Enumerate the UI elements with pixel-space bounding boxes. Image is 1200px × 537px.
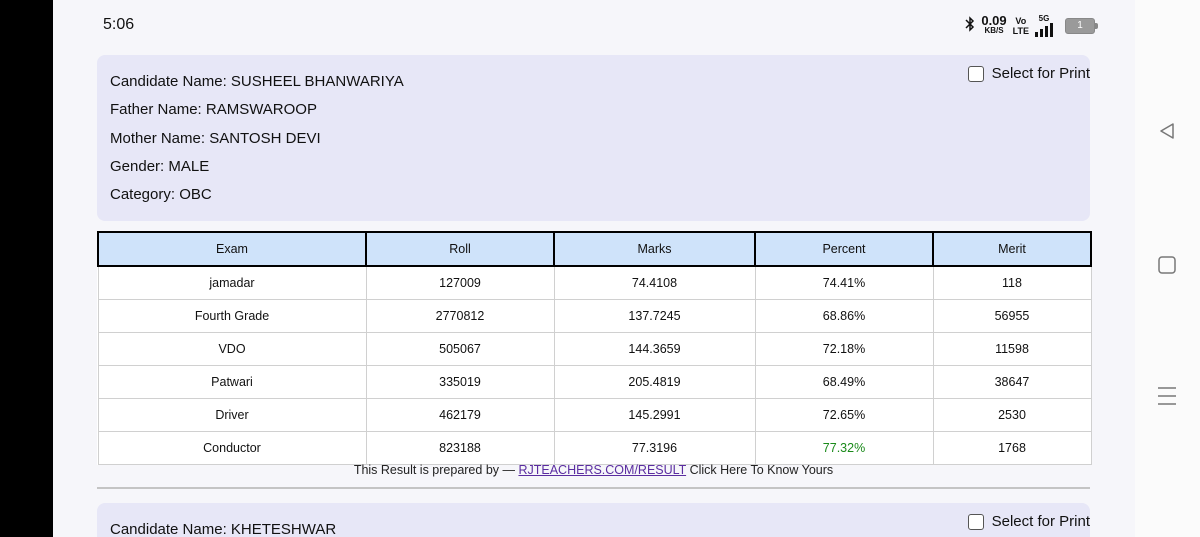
print-checkbox[interactable]	[967, 65, 984, 82]
battery-icon: 1	[1065, 18, 1098, 34]
browser-page: 5:06 0.09 KB/S Vo LTE 5G 1 Candidate Nam…	[53, 0, 1135, 537]
percent-cell: 68.49%	[754, 365, 934, 399]
signal-indicator: 5G	[1035, 15, 1053, 37]
result-credit: This Result is prepared by — RJTEACHERS.…	[97, 463, 1090, 477]
percent-cell: 72.18%	[754, 332, 934, 366]
category: Category: OBC	[110, 186, 212, 203]
candidate-name: Candidate Name: KHETESHWAR	[110, 521, 337, 537]
table-row: jamadar 127009 74.4108 74.41% 118	[97, 265, 1092, 300]
volte-bottom: LTE	[1012, 26, 1029, 36]
gender: Gender: MALE	[110, 158, 210, 175]
percent-cell: 74.41%	[754, 265, 934, 300]
speed-value: 0.09	[981, 13, 1007, 28]
recent-apps-icon[interactable]	[1157, 385, 1177, 412]
roll-cell: 462179	[365, 398, 555, 432]
marks-cell: 137.7245	[553, 299, 756, 333]
roll-cell: 505067	[365, 332, 555, 366]
merit-cell: 2530	[932, 398, 1092, 432]
back-icon[interactable]	[1157, 121, 1177, 146]
header-exam: Exam	[97, 231, 367, 267]
percent-cell: 68.86%	[754, 299, 934, 333]
section-divider	[97, 487, 1090, 489]
candidate-name: Candidate Name: SUSHEEL BHANWARIYA	[110, 73, 404, 90]
marks-cell: 205.4819	[553, 365, 756, 399]
father-name: Father Name: RAMSWAROOP	[110, 101, 317, 118]
header-marks: Marks	[553, 231, 756, 267]
volte-indicator: Vo LTE	[1013, 16, 1029, 36]
table-row: Fourth Grade 2770812 137.7245 68.86% 569…	[97, 299, 1092, 333]
header-roll: Roll	[365, 231, 555, 267]
select-for-print[interactable]: Select for Print	[967, 65, 1090, 82]
candidate-card: Candidate Name: KHETESHWAR Select for Pr…	[97, 503, 1090, 537]
credit-prefix: This Result is prepared by —	[353, 463, 519, 477]
table-row: Conductor 823188 77.3196 77.32% 1768	[97, 431, 1092, 465]
marks-cell: 145.2991	[553, 398, 756, 432]
print-label: Select for Print	[991, 513, 1090, 530]
status-time: 5:06	[103, 16, 135, 33]
network-type: 5G	[1038, 14, 1050, 23]
table-row: Driver 462179 145.2991 72.65% 2530	[97, 398, 1092, 432]
table-row: Patwari 335019 205.4819 68.49% 38647	[97, 365, 1092, 399]
exam-cell: VDO	[97, 332, 367, 366]
print-label: Select for Print	[991, 65, 1090, 82]
merit-cell: 11598	[932, 332, 1092, 366]
roll-cell: 127009	[365, 265, 555, 300]
header-percent: Percent	[754, 231, 934, 267]
table-row: VDO 505067 144.3659 72.18% 11598	[97, 332, 1092, 366]
exam-cell: Driver	[97, 398, 367, 432]
nav-bar	[1135, 0, 1200, 537]
roll-cell: 335019	[365, 365, 555, 399]
speed-unit: KB/S	[984, 26, 1004, 35]
marks-cell: 74.4108	[553, 265, 756, 300]
merit-cell: 118	[932, 265, 1092, 300]
exam-cell: Fourth Grade	[97, 299, 367, 333]
merit-cell: 1768	[932, 431, 1092, 465]
percent-cell-highlight: 77.32%	[754, 431, 934, 465]
signal-bars-icon	[1035, 23, 1053, 37]
credit-suffix: Click Here To Know Yours	[686, 463, 834, 477]
exam-cell: Patwari	[97, 365, 367, 399]
bluetooth-icon	[965, 15, 975, 37]
table-header-row: Exam Roll Marks Percent Merit	[97, 231, 1092, 267]
select-for-print[interactable]: Select for Print	[967, 513, 1090, 530]
results-table: Exam Roll Marks Percent Merit jamadar 12…	[97, 231, 1092, 465]
marks-cell: 77.3196	[553, 431, 756, 465]
roll-cell: 823188	[365, 431, 555, 465]
merit-cell: 56955	[932, 299, 1092, 333]
header-merit: Merit	[932, 231, 1092, 267]
exam-cell: Conductor	[97, 431, 367, 465]
mother-name: Mother Name: SANTOSH DEVI	[110, 130, 321, 147]
candidate-card: Candidate Name: SUSHEEL BHANWARIYA Fathe…	[97, 55, 1090, 221]
exam-cell: jamadar	[97, 265, 367, 300]
marks-cell: 144.3659	[553, 332, 756, 366]
network-speed: 0.09 KB/S	[981, 13, 1007, 36]
home-icon[interactable]	[1157, 255, 1177, 280]
status-icons: 0.09 KB/S Vo LTE 5G 1	[965, 12, 1098, 40]
roll-cell: 2770812	[365, 299, 555, 333]
volte-top: Vo	[1015, 16, 1027, 26]
merit-cell: 38647	[932, 365, 1092, 399]
print-checkbox[interactable]	[967, 513, 984, 530]
rjteachers-link[interactable]: RJTEACHERS.COM/RESULT	[518, 463, 687, 477]
percent-cell: 72.65%	[754, 398, 934, 432]
